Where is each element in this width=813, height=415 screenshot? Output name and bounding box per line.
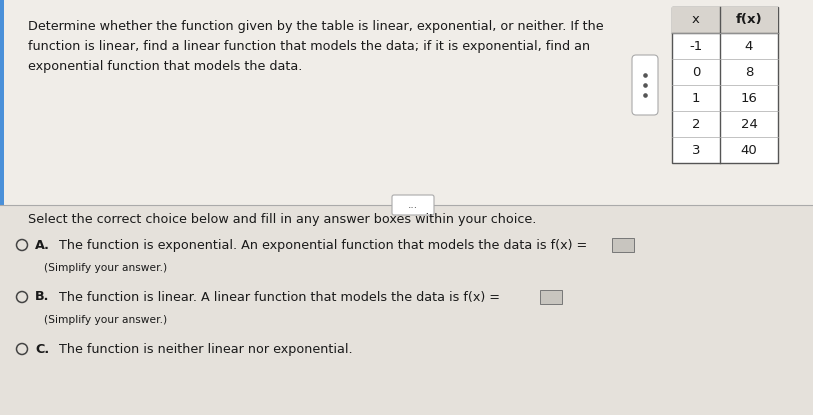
Text: 8: 8 — [745, 66, 753, 78]
Text: 1: 1 — [692, 91, 700, 105]
Bar — [0, 205, 813, 415]
Bar — [0, 0, 813, 205]
Bar — [672, 7, 778, 33]
Bar — [0, 0, 4, 205]
Text: B.: B. — [35, 290, 50, 303]
Text: A.: A. — [35, 239, 50, 251]
Text: Determine whether the function given by the table is linear, exponential, or nei: Determine whether the function given by … — [28, 20, 603, 33]
Text: The function is exponential. An exponential function that models the data is f(x: The function is exponential. An exponent… — [51, 239, 587, 251]
Text: 3: 3 — [692, 144, 700, 156]
Text: Select the correct choice below and fill in any answer boxes within your choice.: Select the correct choice below and fill… — [28, 213, 537, 226]
Text: 0: 0 — [692, 66, 700, 78]
FancyBboxPatch shape — [632, 55, 658, 115]
Text: 24: 24 — [741, 117, 758, 130]
Text: (Simplify your answer.): (Simplify your answer.) — [44, 315, 167, 325]
Text: The function is neither linear nor exponential.: The function is neither linear nor expon… — [51, 342, 353, 356]
Text: ...: ... — [408, 200, 418, 210]
Bar — [672, 7, 778, 163]
Text: x: x — [692, 14, 700, 27]
FancyBboxPatch shape — [392, 195, 434, 215]
Text: The function is linear. A linear function that models the data is f(x) =: The function is linear. A linear functio… — [51, 290, 500, 303]
Text: 40: 40 — [741, 144, 758, 156]
Text: -1: -1 — [689, 39, 702, 53]
Text: 2: 2 — [692, 117, 700, 130]
Text: 16: 16 — [741, 91, 758, 105]
Text: exponential function that models the data.: exponential function that models the dat… — [28, 60, 302, 73]
Text: C.: C. — [35, 342, 49, 356]
Bar — [540, 290, 562, 304]
Bar — [612, 238, 634, 252]
Text: f(x): f(x) — [736, 14, 763, 27]
Text: 4: 4 — [745, 39, 753, 53]
Text: (Simplify your answer.): (Simplify your answer.) — [44, 263, 167, 273]
Text: function is linear, find a linear function that models the data; if it is expone: function is linear, find a linear functi… — [28, 40, 590, 53]
